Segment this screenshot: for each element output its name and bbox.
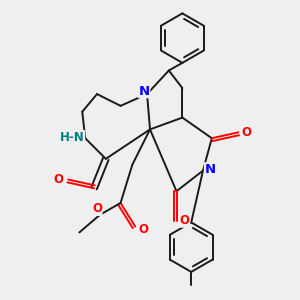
Text: O: O [92, 202, 102, 215]
Text: O: O [139, 223, 148, 236]
Text: N: N [205, 163, 216, 176]
Text: N: N [139, 85, 150, 98]
Text: O: O [241, 126, 251, 139]
Text: O: O [180, 214, 190, 227]
Text: O: O [54, 173, 64, 186]
Text: H-N: H-N [60, 130, 85, 143]
